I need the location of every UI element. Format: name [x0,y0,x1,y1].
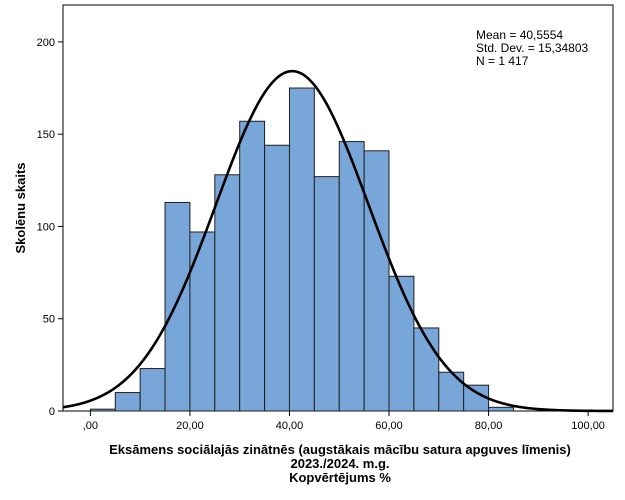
histogram-bar-2 [139,368,166,412]
x-tick-label-0: ,00 [83,420,98,432]
x-tick-label-1: 20,00 [176,420,204,432]
y-tick-label-4: 200 [37,37,55,49]
histogram-bar-0 [89,408,116,412]
histogram-bar-3 [164,201,191,412]
x-axis-ticks: ,00 20,00 40,00 60,00 80,00 100,00 [83,411,605,432]
normal-curve [62,69,614,413]
x-axis-label-line-1: Eksāmens sociālajās zinātnēs (augstākais… [109,442,571,457]
histogram-bar-7 [264,144,290,412]
histogram-bar-16 [488,406,514,412]
histogram-bar-9 [313,176,340,412]
stats-n: N = 1 417 [476,54,529,68]
bars-group [89,87,514,412]
histogram-bar-4 [189,231,216,412]
y-tick-label-1: 50 [43,314,55,326]
histogram-bar-13 [413,327,440,412]
histogram-bar-10 [338,141,365,412]
y-tick-label-0: 0 [49,406,55,418]
x-axis-label-line-2: 2023./2024. m.g. [290,456,389,471]
y-tick-label-2: 100 [37,221,55,233]
histogram-bar-14 [438,371,465,412]
stats-std-dev: Std. Dev. = 15,34803 [476,41,589,55]
stats-mean: Mean = 40,5554 [476,28,563,42]
x-axis-label-line-3: Kopvērtējums % [289,470,391,485]
y-tick-label-3: 150 [37,129,55,141]
x-tick-label-2: 40,00 [276,420,304,432]
histogram-bar-1 [114,392,141,412]
histogram-bar-11 [363,150,390,412]
histogram-bar-8 [288,87,315,412]
x-tick-label-3: 60,00 [375,420,403,432]
y-axis-ticks: 0 50 100 150 200 [37,37,63,418]
histogram-bar-5 [214,174,241,412]
histogram-bar-12 [388,275,415,412]
histogram-bar-6 [239,120,266,412]
x-tick-label-4: 80,00 [475,420,503,432]
y-axis-label: Skolēnu skaits [13,162,28,253]
x-tick-label-5: 100,00 [571,420,605,432]
